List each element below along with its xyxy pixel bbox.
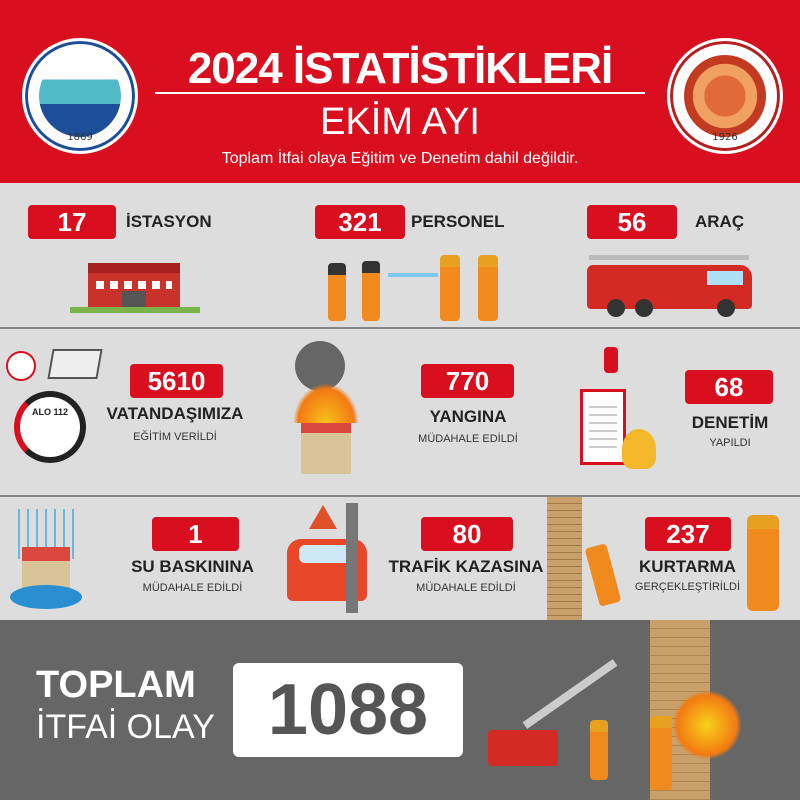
stat-value: 5610 (130, 364, 223, 398)
pole (346, 503, 358, 613)
note: Toplam İtfai olaya Eğitim ve Denetim dah… (221, 150, 579, 167)
stat-label: İSTASYON (126, 212, 212, 231)
smoke (295, 341, 345, 391)
total-value: 1088 (233, 663, 463, 757)
stat-yangin: 770 YANGINA MÜDAHALE EDİLDİ (273, 329, 549, 497)
stat-label: ARAÇ (695, 212, 745, 231)
header: 1869 2024 İSTATİSTİKLERİ EKİM AYI Toplam… (0, 0, 800, 183)
stat-sublabel: EĞİTİM VERİLDİ (133, 431, 217, 443)
fire (672, 690, 742, 760)
total-label-line2: İTFAİ OLAY (36, 708, 215, 746)
stat-value: 770 (421, 364, 514, 398)
book-icon (47, 349, 103, 379)
warning-icon (309, 505, 337, 529)
stat-value: 17 (28, 205, 116, 239)
fire-truck-icon (587, 255, 752, 317)
stat-label: KURTARMA (639, 557, 736, 576)
stat-sublabel: MÜDAHALE EDİLDİ (142, 582, 243, 594)
stat-value: 1 (152, 517, 239, 551)
extinguisher-icon (604, 347, 618, 373)
flood-water (10, 585, 82, 609)
stat-istasyon: 17 İSTASYON (0, 183, 275, 329)
stat-sublabel: MÜDAHALE EDİLDİ (416, 582, 516, 594)
stat-label: PERSONEL (411, 212, 505, 231)
firefighters-icon (650, 716, 672, 790)
stat-label: YANGINA (429, 407, 507, 426)
brick-wall (547, 497, 582, 620)
firefighter-carrying-icon (747, 515, 779, 611)
fire-station-icon (88, 263, 180, 309)
total-label-line1: TOPLAM (36, 664, 196, 706)
stat-value: 68 (685, 370, 773, 404)
stat-value: 321 (315, 205, 405, 239)
stat-personel: 321 PERSONEL (273, 183, 549, 329)
page-subtitle: EKİM AYI (320, 101, 480, 143)
stat-value: 237 (645, 517, 731, 551)
firefighters-icon (590, 720, 608, 780)
burning-house-icon (293, 383, 359, 474)
stat-arac: 56 ARAÇ (547, 183, 800, 329)
stat-value: 56 (587, 205, 677, 239)
stat-trafik: 80 TRAFİK KAZASINA MÜDAHALE EDİLDİ (273, 497, 549, 620)
divider (155, 92, 645, 94)
stat-sublabel: MÜDAHALE EDİLDİ (418, 433, 518, 445)
rescue-icon (584, 543, 622, 607)
stat-egitim: ALO 112 5610 VATANDAŞIMIZA EĞİTİM VERİLD… (0, 329, 275, 497)
stat-sublabel: GERÇEKLEŞTİRİLDİ (634, 581, 741, 593)
stat-label: DENETİM (691, 413, 769, 432)
kayseri-municipality-logo: 1869 (22, 38, 138, 154)
inspection-checklist-icon (580, 389, 626, 465)
flame-icon (622, 429, 656, 469)
stat-label: SU BASKININA (131, 557, 254, 576)
firefighters-icon (318, 253, 518, 323)
fire-truck-icon (488, 730, 558, 766)
fire-department-logo: 1926 (667, 38, 783, 154)
stat-value: 80 (421, 517, 513, 551)
stat-su-baskini: 1 SU BASKININA MÜDAHALE EDİLDİ (0, 497, 275, 620)
no-match-icon (6, 351, 36, 381)
page-title: 2024 İSTATİSTİKLERİ (187, 44, 613, 93)
stat-denetim: 68 DENETİM YAPILDI (547, 329, 800, 497)
ladder (522, 659, 618, 729)
alo-112-phone-icon: ALO 112 (14, 391, 86, 463)
stat-sublabel: YAPILDI (709, 437, 751, 449)
grass (70, 307, 200, 313)
stat-label: VATANDAŞIMIZA (106, 404, 244, 423)
stat-label: TRAFİK KAZASINA (388, 557, 544, 576)
stat-kurtarma: 237 KURTARMA GERÇEKLEŞTİRİLDİ (547, 497, 800, 620)
